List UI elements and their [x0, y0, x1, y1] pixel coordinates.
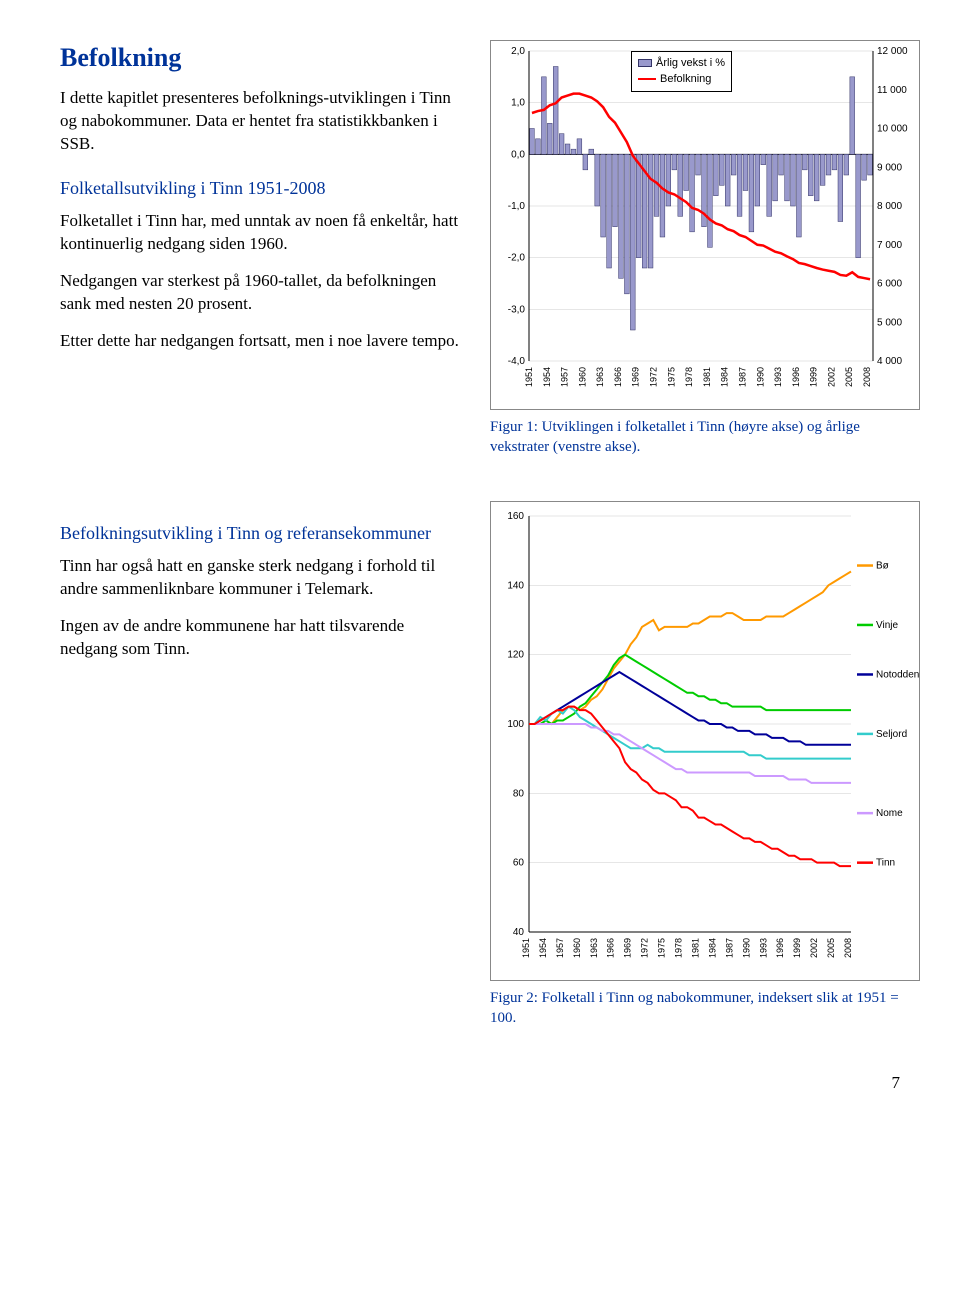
- section1-title: Folketallsutvikling i Tinn 1951-2008: [60, 176, 460, 200]
- svg-text:1996: 1996: [775, 938, 785, 958]
- svg-text:1978: 1978: [684, 367, 694, 387]
- svg-text:160: 160: [507, 511, 524, 522]
- svg-text:12 000: 12 000: [877, 46, 908, 57]
- svg-text:1981: 1981: [702, 367, 712, 387]
- svg-text:1987: 1987: [724, 938, 734, 958]
- svg-text:1,0: 1,0: [511, 98, 525, 109]
- svg-text:1960: 1960: [572, 938, 582, 958]
- svg-text:-4,0: -4,0: [508, 356, 526, 367]
- svg-text:5 000: 5 000: [877, 317, 902, 328]
- svg-text:Notodden: Notodden: [876, 669, 919, 680]
- svg-text:2005: 2005: [844, 367, 854, 387]
- svg-text:2,0: 2,0: [511, 46, 525, 57]
- svg-text:1966: 1966: [613, 367, 623, 387]
- svg-text:140: 140: [507, 580, 524, 591]
- svg-text:1978: 1978: [674, 938, 684, 958]
- figure2-chart: 40 60 80 100 120 140 160 1951 1954 1957 1960 1963 19…: [490, 501, 920, 981]
- figure1-legend: Årlig vekst i % Befolkning: [631, 51, 732, 92]
- svg-text:Vinje: Vinje: [876, 620, 898, 631]
- svg-text:10 000: 10 000: [877, 124, 908, 135]
- svg-text:60: 60: [513, 858, 525, 869]
- svg-text:120: 120: [507, 650, 524, 661]
- svg-text:1957: 1957: [560, 367, 570, 387]
- svg-text:1990: 1990: [755, 367, 765, 387]
- svg-text:1963: 1963: [595, 367, 605, 387]
- svg-text:1984: 1984: [707, 938, 717, 958]
- svg-text:2002: 2002: [826, 367, 836, 387]
- svg-text:1972: 1972: [640, 938, 650, 958]
- svg-text:1993: 1993: [758, 938, 768, 958]
- svg-text:1999: 1999: [792, 938, 802, 958]
- svg-text:1969: 1969: [623, 938, 633, 958]
- figure1-chart: -4,0 -3,0 -2,0 -1,0 0,0 1,0 2,0 4 000 5 000 6 000…: [490, 40, 920, 410]
- svg-text:Nome: Nome: [876, 808, 903, 819]
- svg-text:1963: 1963: [589, 938, 599, 958]
- svg-text:40: 40: [513, 927, 525, 938]
- section2-p1: Tinn har også hatt en ganske sterk nedga…: [60, 555, 460, 601]
- svg-text:1957: 1957: [555, 938, 565, 958]
- svg-text:1975: 1975: [666, 367, 676, 387]
- figure2-caption: Figur 2: Folketall i Tinn og nabokommune…: [490, 989, 920, 1028]
- svg-text:8 000: 8 000: [877, 201, 902, 212]
- intro-text: I dette kapitlet presenteres befolknings…: [60, 87, 460, 156]
- svg-text:1993: 1993: [773, 367, 783, 387]
- svg-text:Seljord: Seljord: [876, 729, 907, 740]
- svg-text:1975: 1975: [657, 938, 667, 958]
- svg-text:2008: 2008: [843, 938, 853, 958]
- svg-text:2008: 2008: [862, 367, 872, 387]
- section2-p2: Ingen av de andre kommunene har hatt til…: [60, 615, 460, 661]
- svg-text:1951: 1951: [524, 367, 534, 387]
- svg-text:2005: 2005: [826, 938, 836, 958]
- svg-text:-2,0: -2,0: [508, 253, 526, 264]
- svg-text:1966: 1966: [606, 938, 616, 958]
- section1-p2: Nedgangen var sterkest på 1960-tallet, d…: [60, 270, 460, 316]
- legend1-line: Befolkning: [660, 72, 711, 87]
- section2-title: Befolkningsutvikling i Tinn og referanse…: [60, 521, 460, 545]
- section1-p1: Folketallet i Tinn har, med unntak av no…: [60, 210, 460, 256]
- svg-text:1951: 1951: [521, 938, 531, 958]
- svg-text:1999: 1999: [809, 367, 819, 387]
- svg-text:4 000: 4 000: [877, 356, 902, 367]
- svg-text:100: 100: [507, 719, 524, 730]
- legend1-bars: Årlig vekst i %: [656, 56, 725, 71]
- svg-text:1960: 1960: [577, 367, 587, 387]
- page-number: 7: [60, 1072, 900, 1095]
- svg-text:11 000: 11 000: [877, 85, 907, 96]
- svg-text:80: 80: [513, 788, 525, 799]
- svg-text:1972: 1972: [649, 367, 659, 387]
- page-title: Befolkning: [60, 40, 460, 75]
- svg-text:1981: 1981: [690, 938, 700, 958]
- figure1-caption: Figur 1: Utviklingen i folketallet i Tin…: [490, 418, 920, 457]
- svg-text:1990: 1990: [741, 938, 751, 958]
- svg-text:Bø: Bø: [876, 561, 889, 572]
- svg-text:9 000: 9 000: [877, 162, 902, 173]
- svg-text:1984: 1984: [720, 367, 730, 387]
- svg-text:1954: 1954: [538, 938, 548, 958]
- svg-text:0,0: 0,0: [511, 149, 525, 160]
- svg-text:1996: 1996: [791, 367, 801, 387]
- svg-text:7 000: 7 000: [877, 240, 902, 251]
- section1-p3: Etter dette har nedgangen fortsatt, men …: [60, 330, 460, 353]
- svg-text:-1,0: -1,0: [508, 201, 526, 212]
- svg-text:6 000: 6 000: [877, 279, 902, 290]
- svg-text:1954: 1954: [542, 367, 552, 387]
- svg-text:2002: 2002: [809, 938, 819, 958]
- svg-text:-3,0: -3,0: [508, 304, 526, 315]
- svg-text:1969: 1969: [631, 367, 641, 387]
- svg-text:Tinn: Tinn: [876, 858, 895, 869]
- svg-text:1987: 1987: [737, 367, 747, 387]
